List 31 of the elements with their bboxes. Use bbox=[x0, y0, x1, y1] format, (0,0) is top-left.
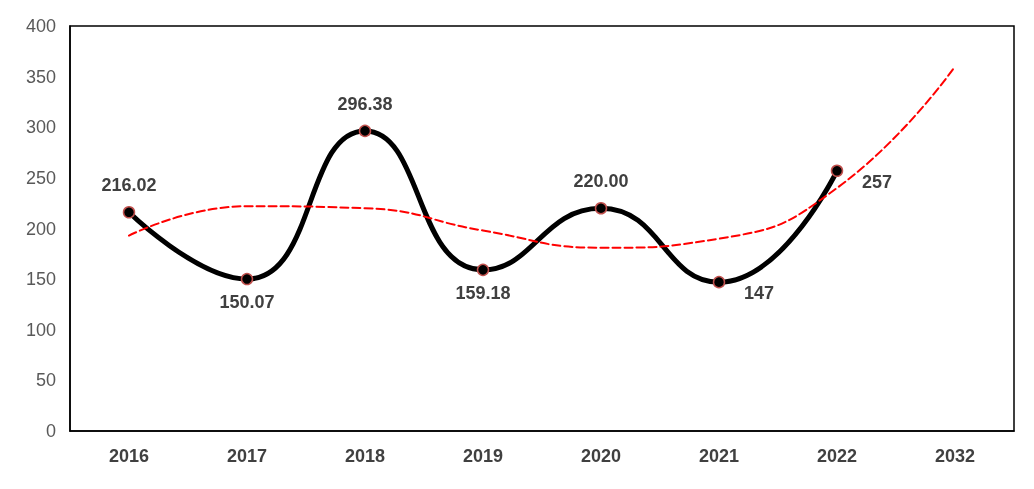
data-label: 220.00 bbox=[573, 171, 629, 191]
data-label: 159.18 bbox=[455, 282, 511, 303]
x-tick-label: 2016 bbox=[108, 446, 150, 466]
point bbox=[830, 164, 844, 178]
x-tick-label: 2021 bbox=[698, 446, 740, 466]
data-label: 296.38 bbox=[337, 93, 393, 114]
data-label: 257 bbox=[861, 171, 893, 192]
y-tick-label: 50 bbox=[35, 370, 56, 391]
point bbox=[476, 263, 490, 277]
x-tick-label: 2022 bbox=[816, 446, 858, 466]
y-tick-label: 250 bbox=[25, 167, 56, 188]
y-tick-label: 100 bbox=[25, 319, 56, 340]
point bbox=[122, 206, 136, 219]
y-tick-label: 350 bbox=[25, 66, 56, 87]
y-tick-label: 0 bbox=[45, 421, 56, 441]
x-tick-label: 2019 bbox=[462, 446, 504, 466]
data-label: 216.02 bbox=[101, 175, 157, 196]
x-tick-label: 2018 bbox=[344, 446, 386, 466]
y-tick-label: 150 bbox=[25, 269, 56, 290]
y-tick-label: 300 bbox=[25, 117, 56, 138]
y-tick-label: 200 bbox=[25, 218, 56, 239]
data-label: 147 bbox=[743, 282, 775, 303]
point bbox=[358, 124, 372, 138]
y-tick-label: 400 bbox=[25, 16, 56, 36]
point bbox=[240, 272, 254, 286]
point bbox=[594, 202, 608, 215]
x-tick-label: 2017 bbox=[226, 446, 268, 466]
data-label: 150.07 bbox=[219, 291, 275, 312]
point bbox=[712, 275, 726, 289]
x-tick-label: 2032 bbox=[934, 446, 976, 466]
x-tick-label: 2020 bbox=[580, 446, 622, 466]
